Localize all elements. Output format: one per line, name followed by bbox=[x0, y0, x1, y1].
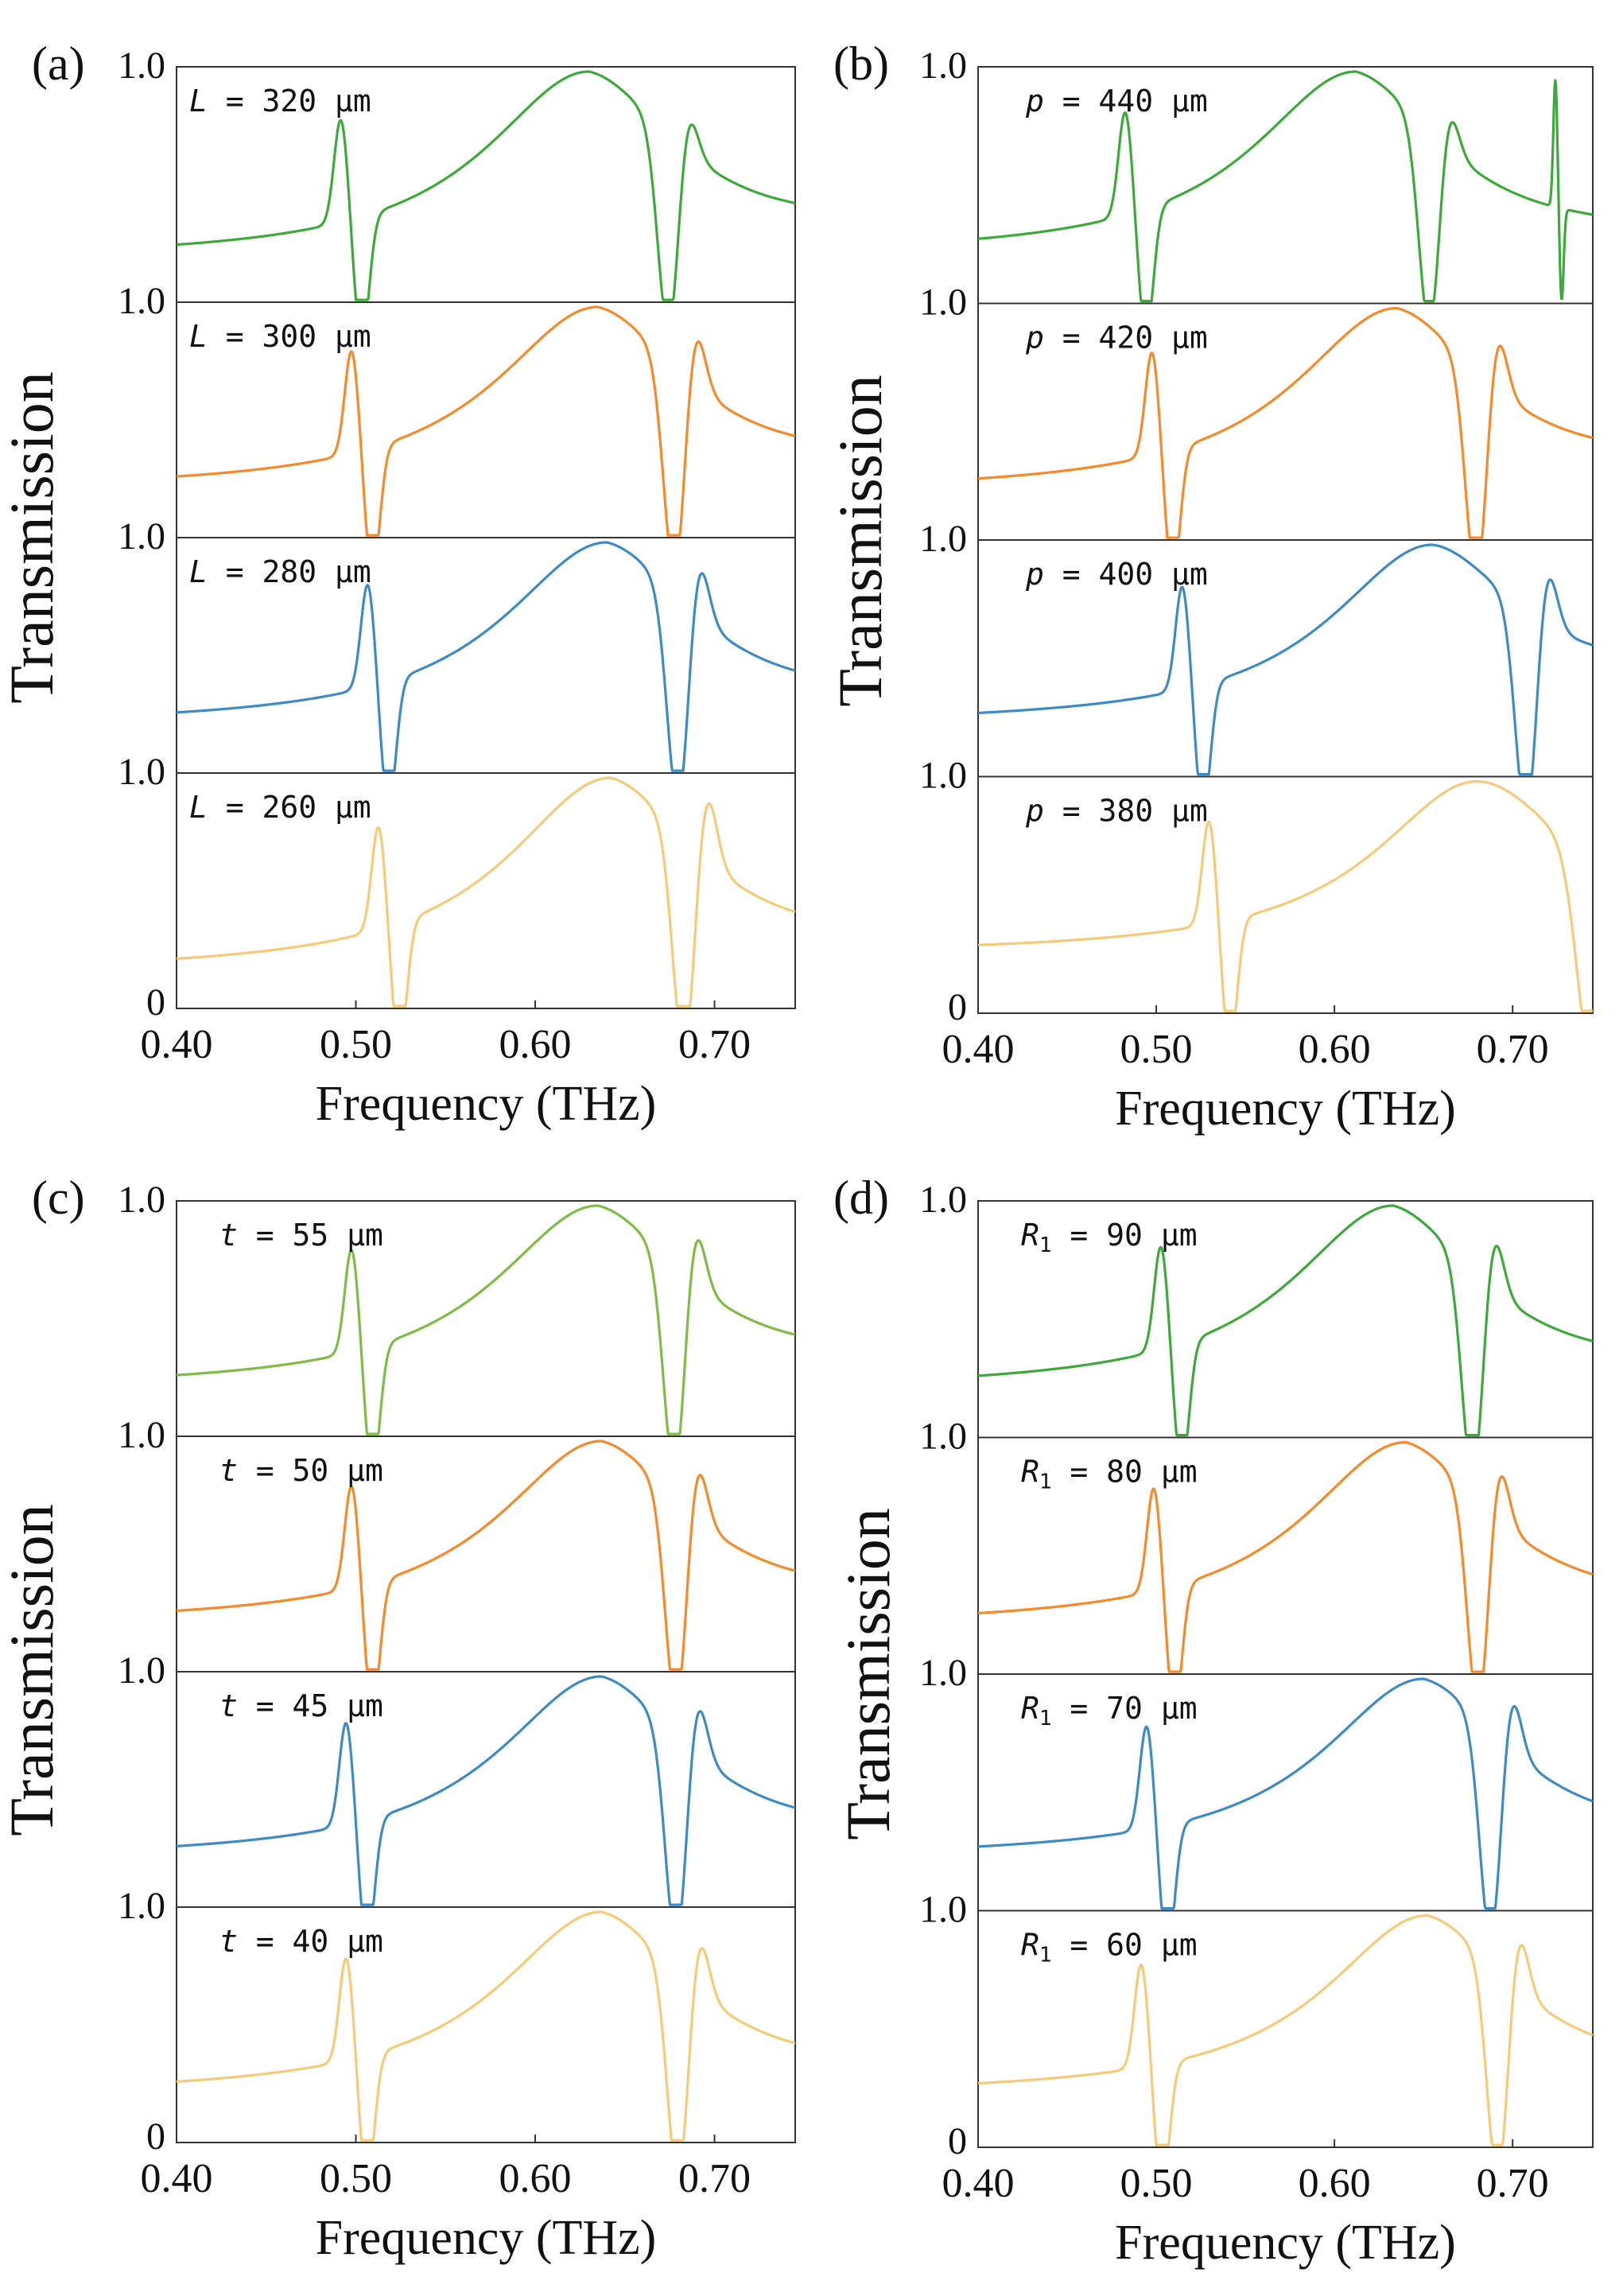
y-tick-label: 1.0 bbox=[118, 1179, 165, 1221]
x-tick-label: 0.70 bbox=[678, 1022, 751, 1067]
y-tick-label: 0 bbox=[146, 981, 165, 1024]
x-axis-label: Frequency (THz) bbox=[316, 1077, 657, 1131]
y-tick-label: 1.0 bbox=[118, 1885, 165, 1927]
y-axis-label: Transmission bbox=[825, 375, 895, 707]
x-axis-label: Frequency (THz) bbox=[316, 2211, 657, 2265]
series-line bbox=[977, 1913, 1594, 2146]
series-label: R1 = 90 μm bbox=[1021, 1218, 1198, 1257]
y-tick-label: 1.0 bbox=[919, 755, 967, 797]
y-tick-label: 1.0 bbox=[118, 1414, 165, 1456]
series-line bbox=[977, 1440, 1594, 1673]
y-tick-label: 1.0 bbox=[118, 1649, 165, 1692]
panel-label: (d) bbox=[833, 1171, 889, 1224]
x-tick-label: 0.60 bbox=[499, 2156, 572, 2201]
series-label: R1 = 80 μm bbox=[1021, 1455, 1198, 1494]
x-tick-label: 0.60 bbox=[499, 1022, 572, 1067]
x-tick-label: 0.70 bbox=[1477, 2161, 1549, 2206]
series-line bbox=[176, 1204, 796, 1435]
x-tick-label: 0.50 bbox=[320, 2156, 392, 2201]
y-tick-label: 0 bbox=[146, 2115, 165, 2158]
x-tick-label: 0.40 bbox=[942, 1027, 1015, 1072]
series-line bbox=[176, 1675, 796, 1906]
y-tick-label: 1.0 bbox=[919, 518, 967, 560]
series-label: R1 = 70 μm bbox=[1021, 1691, 1198, 1731]
subplot-frame bbox=[176, 1906, 796, 2143]
panel-label: (a) bbox=[32, 37, 85, 90]
y-tick-label: 1.0 bbox=[118, 751, 165, 793]
subplot-frame bbox=[176, 772, 796, 1009]
series-line bbox=[176, 1910, 796, 2142]
x-tick-label: 0.40 bbox=[942, 2161, 1015, 2206]
y-tick-label: 0 bbox=[948, 2120, 967, 2162]
x-tick-label: 0.70 bbox=[1477, 1027, 1549, 1072]
x-tick-label: 0.40 bbox=[141, 2156, 213, 2201]
y-tick-label: 1.0 bbox=[919, 1652, 967, 1694]
series-label: p = 380 μm bbox=[1025, 794, 1208, 829]
series-label: p = 400 μm bbox=[1025, 557, 1208, 592]
series-label: t = 55 μm bbox=[219, 1218, 383, 1253]
x-tick-label: 0.50 bbox=[1120, 2161, 1193, 2206]
series-label: L = 260 μm bbox=[189, 790, 371, 825]
series-label: p = 440 μm bbox=[1025, 84, 1208, 118]
y-tick-label: 1.0 bbox=[919, 1179, 967, 1221]
x-tick-label: 0.70 bbox=[678, 2156, 751, 2201]
x-axis-label: Frequency (THz) bbox=[1115, 2216, 1456, 2270]
series-label: p = 420 μm bbox=[1025, 321, 1208, 355]
panel-d: (d) Transmission Frequency (THz) 0.40 0.50 0.… bbox=[833, 1171, 1594, 2270]
series-line bbox=[176, 1439, 796, 1671]
x-tick-label: 0.60 bbox=[1299, 1027, 1371, 1072]
y-tick-label: 1.0 bbox=[919, 282, 967, 324]
series-label: L = 320 μm bbox=[189, 84, 371, 118]
y-axis-label: Transmission bbox=[833, 1508, 903, 1840]
subplot-frame bbox=[977, 775, 1594, 1014]
y-tick-label: 0 bbox=[948, 986, 967, 1028]
y-tick-label: 1.0 bbox=[919, 45, 967, 87]
y-tick-label: 1.0 bbox=[919, 1416, 967, 1458]
series-line bbox=[176, 305, 796, 537]
series-label: L = 280 μm bbox=[189, 554, 371, 589]
panel-label: (b) bbox=[833, 37, 889, 90]
series-line bbox=[176, 70, 796, 301]
y-axis-label: Transmission bbox=[0, 1504, 66, 1836]
panel-a: (a) Transmission Frequency (THz) 0.40 0.50 0.… bbox=[0, 37, 796, 1131]
y-tick-label: 1.0 bbox=[118, 515, 165, 557]
series-line bbox=[977, 306, 1594, 539]
x-tick-label: 0.50 bbox=[1120, 1027, 1193, 1072]
series-label: t = 45 μm bbox=[219, 1688, 383, 1723]
series-line bbox=[977, 779, 1594, 1012]
series-line bbox=[176, 776, 796, 1008]
y-tick-label: 1.0 bbox=[118, 280, 165, 322]
subplot-frame bbox=[977, 1909, 1594, 2148]
series-line bbox=[977, 70, 1594, 303]
series-label: t = 50 μm bbox=[219, 1453, 383, 1488]
x-tick-label: 0.50 bbox=[320, 1022, 392, 1067]
series-label: L = 300 μm bbox=[189, 319, 371, 354]
x-tick-label: 0.40 bbox=[141, 1022, 213, 1067]
series-label: R1 = 60 μm bbox=[1021, 1928, 1198, 1968]
series-line bbox=[977, 1677, 1594, 1910]
panel-label: (c) bbox=[32, 1171, 85, 1224]
panel-c: (c) Transmission Frequency (THz) 0.40 0.50 0.… bbox=[0, 1171, 796, 2265]
y-tick-label: 1.0 bbox=[919, 1889, 967, 1931]
x-tick-label: 0.60 bbox=[1299, 2161, 1371, 2206]
y-tick-label: 1.0 bbox=[118, 45, 165, 87]
series-line bbox=[977, 543, 1594, 776]
y-axis-label: Transmission bbox=[0, 371, 66, 704]
series-line bbox=[176, 541, 796, 772]
x-axis-label: Frequency (THz) bbox=[1115, 1082, 1456, 1136]
series-label: t = 40 μm bbox=[219, 1924, 383, 1959]
series-line bbox=[977, 1204, 1594, 1437]
panel-b: (b) Transmission Frequency (THz) 0.40 0.50 0.… bbox=[825, 37, 1594, 1136]
